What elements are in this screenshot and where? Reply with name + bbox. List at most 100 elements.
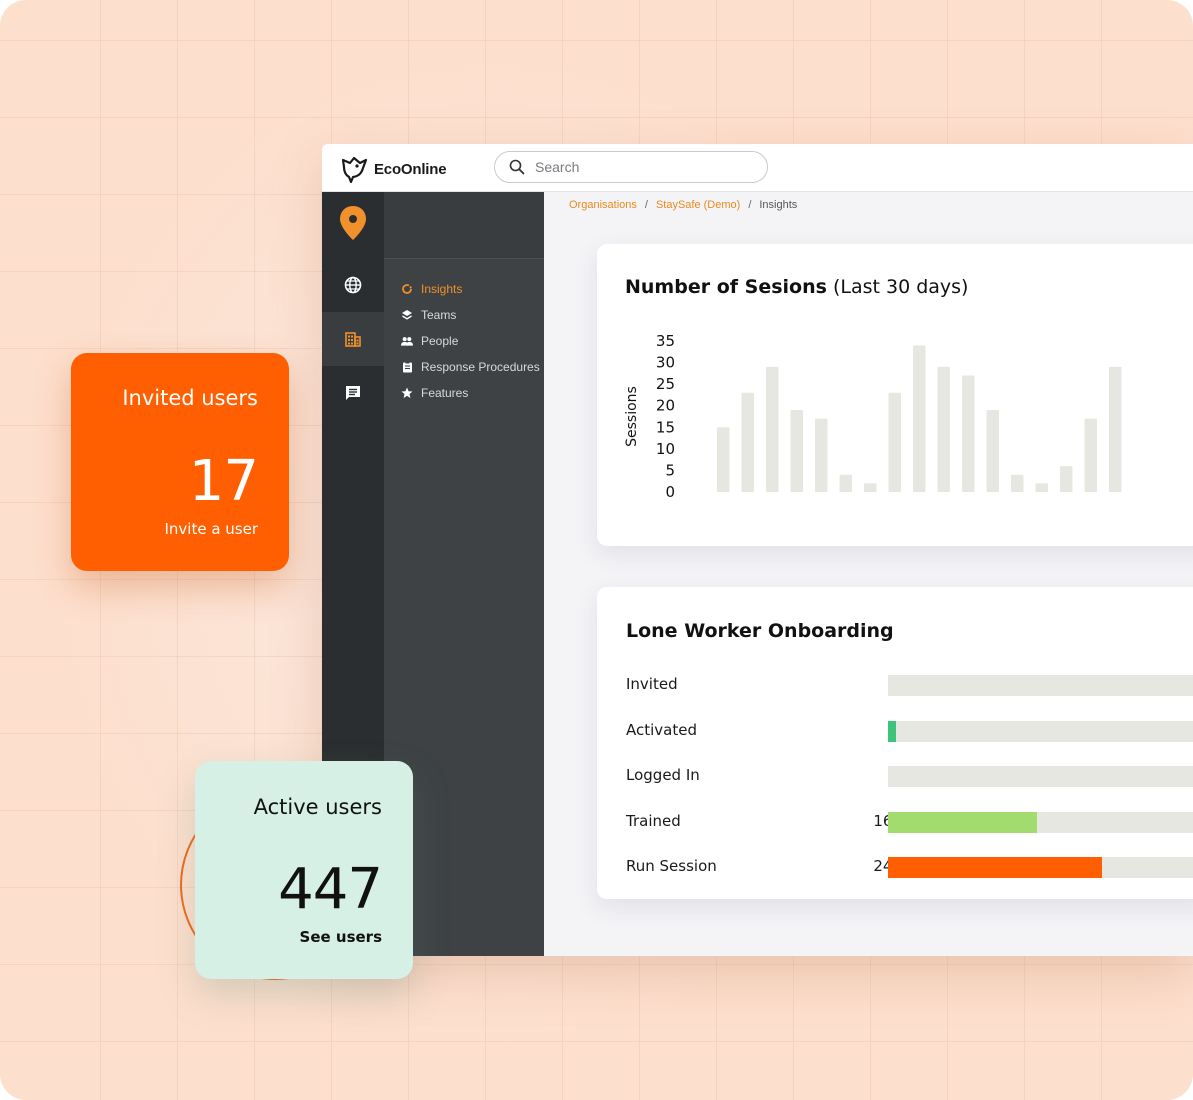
chart-bar — [741, 392, 754, 492]
y-tick-label: 10 — [656, 440, 675, 458]
onboarding-progress-fill — [888, 857, 1103, 878]
y-tick-label: 0 — [665, 483, 675, 501]
star-icon — [401, 387, 413, 399]
y-tick-label: 20 — [656, 397, 675, 415]
onboarding-row-label: Activated — [626, 720, 697, 739]
onboarding-title: Lone Worker Onboarding — [626, 620, 894, 642]
onboarding-row: Invited1 — [626, 675, 1193, 697]
chart-bar — [1109, 366, 1122, 492]
subnav-item-label: People — [421, 334, 459, 348]
breadcrumb-current: Insights — [759, 199, 798, 211]
y-tick-label: 25 — [656, 375, 675, 393]
chart-bar — [790, 410, 803, 492]
invite-user-link[interactable]: Invite a user — [164, 520, 258, 538]
sessions-card: Number of Sesions (Last 30 days) Session… — [597, 244, 1193, 546]
sessions-title-bold: Number of Sesions — [625, 276, 827, 298]
clipboard-icon — [401, 361, 413, 373]
onboarding-card: Lone Worker Onboarding Invited1 Activated… — [597, 587, 1193, 899]
globe-icon — [344, 276, 362, 294]
layers-icon — [401, 309, 413, 321]
chart-bar — [1035, 483, 1048, 492]
subnav-header — [384, 192, 544, 259]
sub-navigation: Insights Teams People Response Procedure… — [384, 192, 544, 956]
search-icon — [509, 159, 525, 175]
y-tick-label: 35 — [656, 332, 675, 350]
subnav-item-label: Insights — [421, 282, 463, 296]
chart-bar — [888, 392, 901, 492]
chart-bar — [864, 483, 877, 492]
subnav-list: Insights Teams People Response Procedure… — [401, 276, 540, 406]
breadcrumb-staysafe[interactable]: StaySafe (Demo) — [655, 199, 741, 211]
chart-bar — [839, 474, 852, 492]
onboarding-row-label: Trained — [626, 811, 681, 830]
chart-bar — [1011, 474, 1024, 492]
subnav-item-label: Response Procedures — [421, 360, 540, 374]
see-users-link[interactable]: See users — [299, 928, 382, 946]
breadcrumb-separator: / — [644, 199, 648, 211]
invited-users-card[interactable]: Invited users 17 Invite a user — [71, 353, 289, 571]
insights-icon — [401, 283, 413, 295]
onboarding-progress-track — [888, 811, 1193, 833]
top-bar: EcoOnline — [322, 144, 1193, 192]
y-tick-label: 30 — [656, 354, 675, 372]
location-pin-icon — [340, 206, 366, 240]
app-window: EcoOnline — [322, 144, 1193, 956]
grid-line — [0, 1041, 1193, 1042]
search-box[interactable] — [494, 151, 768, 183]
onboarding-row: Run Session245 — [626, 857, 1193, 879]
chart-bar — [937, 366, 950, 492]
y-axis-label: Sessions — [624, 386, 640, 447]
subnav-item-features[interactable]: Features — [401, 380, 540, 406]
location-pin-button[interactable] — [322, 196, 384, 250]
grid-line — [0, 117, 1193, 118]
brand-logo[interactable]: EcoOnline — [340, 154, 447, 184]
subnav-item-response-procedures[interactable]: Response Procedures — [401, 354, 540, 380]
onboarding-progress-fill — [888, 811, 1038, 833]
subnav-item-insights[interactable]: Insights — [401, 276, 540, 302]
onboarding-progress-track — [888, 766, 1193, 787]
globe-button[interactable] — [322, 258, 384, 312]
y-tick-label: 15 — [656, 418, 675, 436]
chart-bar — [717, 427, 730, 492]
chart-bar — [815, 418, 828, 492]
invited-users-title: Invited users — [122, 386, 258, 410]
brand-name: EcoOnline — [374, 160, 447, 178]
search-input[interactable] — [533, 158, 747, 176]
breadcrumb-organisations[interactable]: Organisations — [569, 199, 637, 211]
onboarding-row-label: Logged In — [626, 766, 700, 784]
sessions-bar-chart: Sessions 0 5 10 15 20 25 30 35 — [624, 332, 1122, 501]
y-tick-label: 5 — [665, 461, 675, 479]
chat-button[interactable] — [322, 366, 384, 420]
subnav-item-people[interactable]: People — [401, 328, 540, 354]
building-icon — [345, 332, 361, 347]
onboarding-progress-fill — [888, 720, 896, 742]
active-users-title: Active users — [253, 795, 382, 819]
subnav-item-teams[interactable]: Teams — [401, 302, 540, 328]
sessions-card-title: Number of Sesions (Last 30 days) — [625, 276, 968, 298]
onboarding-row: Trained164 — [626, 811, 1193, 834]
onboarding-row: Logged In2 — [626, 766, 1193, 788]
building-button[interactable] — [322, 312, 384, 366]
subnav-item-label: Teams — [421, 308, 457, 322]
main-content: Organisations / StaySafe (Demo) / Insigh… — [544, 192, 1193, 956]
onboarding-row: Activated7 — [626, 720, 1193, 743]
subnav-item-label: Features — [421, 386, 469, 400]
chart-bar — [913, 345, 926, 492]
chart-bar — [1084, 418, 1097, 492]
grid-line — [0, 964, 1193, 965]
breadcrumb: Organisations / StaySafe (Demo) / Insigh… — [569, 199, 797, 211]
onboarding-row-label: Invited — [626, 675, 678, 693]
chart-bar — [1060, 466, 1073, 492]
chart-bar — [766, 366, 779, 492]
people-icon — [401, 335, 413, 347]
onboarding-progress-track — [888, 675, 1193, 696]
onboarding-progress-track — [888, 857, 1193, 878]
active-users-count: 447 — [278, 857, 383, 922]
chart-bar — [986, 410, 999, 492]
breadcrumb-separator: / — [748, 199, 752, 211]
chat-icon — [346, 386, 360, 400]
active-users-card[interactable]: Active users 447 See users — [195, 761, 413, 979]
ecoonline-bird-icon — [341, 156, 368, 184]
onboarding-row-label: Run Session — [626, 857, 717, 875]
sessions-title-period: (Last 30 days) — [832, 276, 969, 298]
